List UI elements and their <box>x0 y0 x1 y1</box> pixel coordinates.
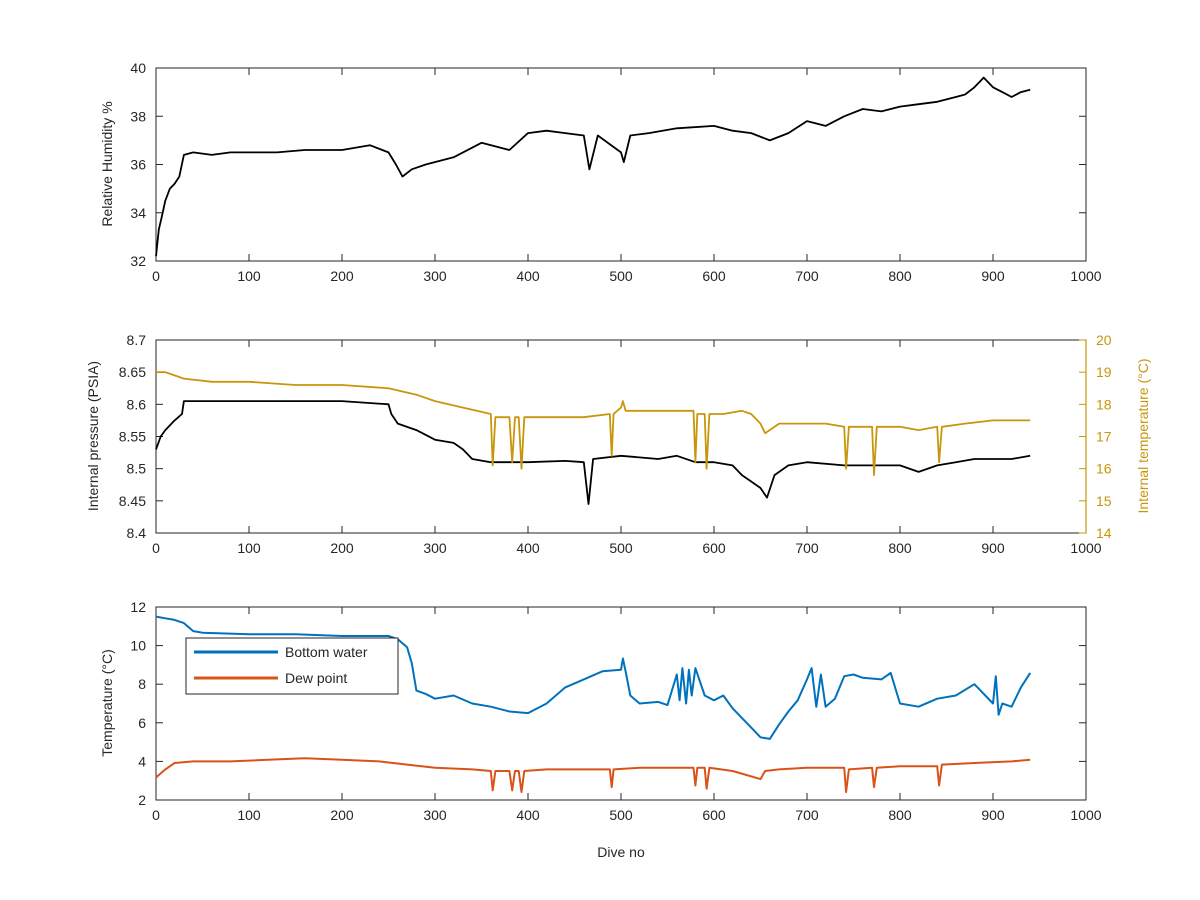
y-tick-label: 8.65 <box>119 364 146 380</box>
x-tick-label: 400 <box>516 540 540 556</box>
series-layer <box>155 76 1031 257</box>
y-tick-label: 34 <box>130 205 146 221</box>
y-tick-label: 8.5 <box>127 461 147 477</box>
x-tick-label: 100 <box>237 807 261 823</box>
legend: Bottom water Dew point <box>185 637 399 695</box>
y-tick-label: 32 <box>130 253 146 269</box>
panel-relative-humidity: 0 100 200 300 400 500 600 700 800 900 1000 32 34 36 38… <box>99 60 1102 284</box>
y-tick-label: 8.45 <box>119 493 146 509</box>
y2-tick-label: 15 <box>1096 493 1112 509</box>
x-tick-label: 800 <box>888 268 912 284</box>
axes-box <box>155 339 1087 534</box>
legend-label-bottom-water: Bottom water <box>285 644 368 660</box>
x-tick-label: 300 <box>423 268 447 284</box>
x-tick-label: 300 <box>423 540 447 556</box>
y-tick-label: 2 <box>138 792 146 808</box>
y-tick-label: 8.7 <box>127 332 147 348</box>
y-axis-label: Temperature (°C) <box>99 649 115 757</box>
y-tick-label: 38 <box>130 108 146 124</box>
x-tick-label: 500 <box>609 268 633 284</box>
legend-box <box>185 637 399 695</box>
x-tick-label: 700 <box>795 540 819 556</box>
y-axis-label: Relative Humidity % <box>99 101 115 226</box>
x-tick-label: 1000 <box>1070 268 1101 284</box>
series-layer <box>155 615 1032 793</box>
series-line-series-1 <box>155 76 1031 257</box>
y2-tick-label: 20 <box>1096 332 1112 348</box>
series-line-series-1 <box>155 400 1031 505</box>
x-tick-label: 900 <box>981 807 1005 823</box>
y2-tick-label: 17 <box>1096 429 1112 445</box>
x-tick-label: 700 <box>795 268 819 284</box>
x-tick-label: 600 <box>702 807 726 823</box>
y-tick-label: 10 <box>130 638 146 654</box>
x-tick-label: 600 <box>702 540 726 556</box>
legend-label-dew-point: Dew point <box>285 670 347 686</box>
series-layer <box>155 371 1031 505</box>
panel-temperature: 0 100 200 300 400 500 600 700 800 900 1000 2 4 6 8 10 12… <box>99 599 1102 860</box>
y2-tick-label: 18 <box>1096 396 1112 412</box>
x-tick-label: 200 <box>330 540 354 556</box>
y2-tick-label: 19 <box>1096 364 1112 380</box>
x-tick-label: 300 <box>423 807 447 823</box>
axes-box <box>155 67 1087 262</box>
y-tick-label: 8.6 <box>127 396 147 412</box>
y-tick-label: 40 <box>130 60 146 76</box>
x-tick-label: 100 <box>237 268 261 284</box>
x-tick-label: 600 <box>702 268 726 284</box>
y2-tick-label: 14 <box>1096 525 1112 541</box>
x-tick-label: 500 <box>609 540 633 556</box>
x-tick-label: 100 <box>237 540 261 556</box>
axes-box <box>155 606 1087 801</box>
ticks: 0 100 200 300 400 500 600 700 800 900 1000 8.4 8.45 8… <box>119 332 1112 556</box>
x-tick-label: 1000 <box>1070 807 1101 823</box>
x-tick-label: 700 <box>795 807 819 823</box>
x-tick-label: 400 <box>516 268 540 284</box>
x-tick-label: 400 <box>516 807 540 823</box>
x-axis-label: Dive no <box>597 844 645 860</box>
y-tick-label: 4 <box>138 753 146 769</box>
x-tick-label: 800 <box>888 807 912 823</box>
x-tick-label: 0 <box>152 268 160 284</box>
y-tick-label: 36 <box>130 157 146 173</box>
ticks: 0 100 200 300 400 500 600 700 800 900 1000 32 34 36 38… <box>130 60 1101 284</box>
x-tick-label: 800 <box>888 540 912 556</box>
y-axis-label-right: Internal temperature (°C) <box>1135 359 1151 514</box>
x-tick-label: 900 <box>981 268 1005 284</box>
y-tick-label: 8 <box>138 676 146 692</box>
x-tick-label: 0 <box>152 540 160 556</box>
series-line-dew-point <box>155 757 1031 793</box>
ticks: 0 100 200 300 400 500 600 700 800 900 1000 2 4 6 8 10 12 <box>130 599 1101 823</box>
y2-tick-label: 16 <box>1096 461 1112 477</box>
y-tick-label: 6 <box>138 715 146 731</box>
x-tick-label: 900 <box>981 540 1005 556</box>
y-tick-label: 8.4 <box>127 525 147 541</box>
x-tick-label: 1000 <box>1070 540 1101 556</box>
x-tick-label: 200 <box>330 268 354 284</box>
y-tick-label: 12 <box>130 599 146 615</box>
series-line-bottom-water <box>155 615 1032 740</box>
x-tick-label: 0 <box>152 807 160 823</box>
y-tick-label: 8.55 <box>119 429 146 445</box>
x-tick-label: 500 <box>609 807 633 823</box>
y-axis-label-left: Internal pressure (PSIA) <box>85 361 101 511</box>
x-tick-label: 200 <box>330 807 354 823</box>
series-line-series-2 <box>156 371 1031 477</box>
panel-internal-pressure: 0 100 200 300 400 500 600 700 800 900 1000 8.4 8.45 8… <box>85 332 1151 556</box>
